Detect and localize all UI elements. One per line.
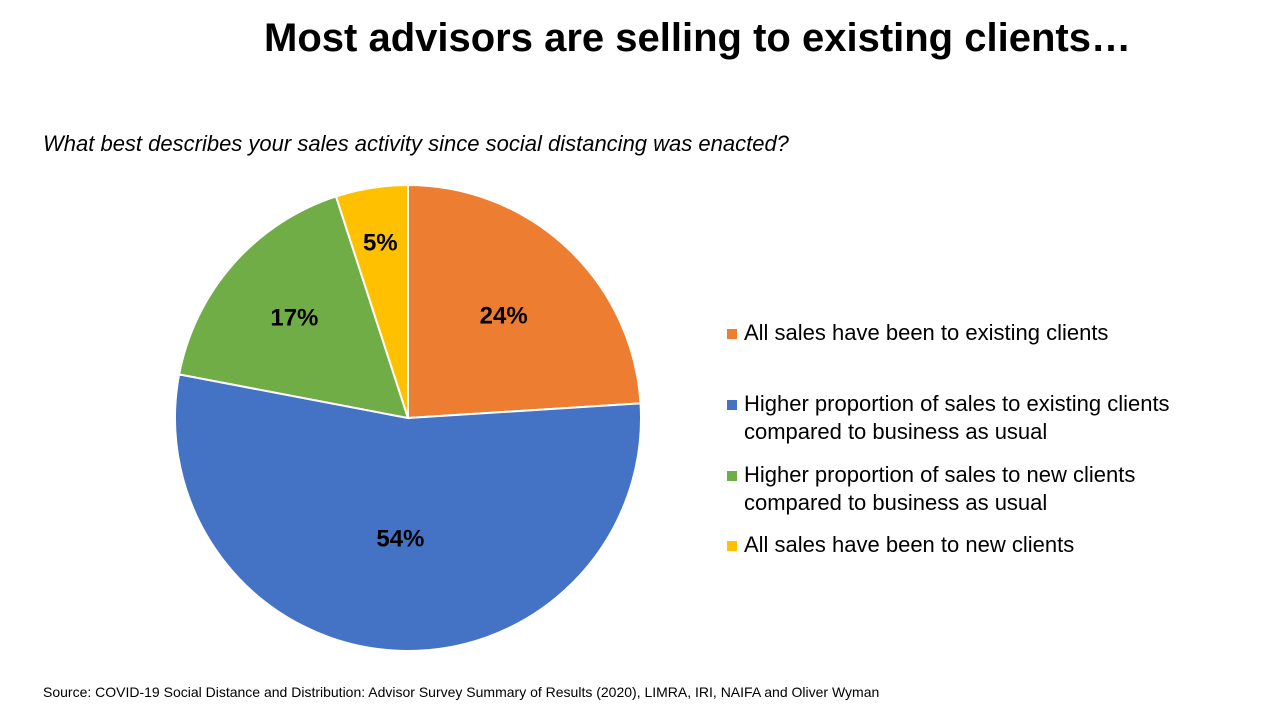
pie-slice-2 [174, 373, 642, 652]
legend-label-4: All sales have been to new clients [744, 532, 1075, 557]
legend-swatch-1 [727, 329, 737, 339]
data-label-3: 17% [270, 304, 318, 331]
legend-swatch-2 [727, 400, 737, 410]
legend-swatch-3 [727, 471, 737, 481]
pie-chart: 24% 54% 17% 5% [174, 183, 642, 652]
chart-subtitle: What best describes your sales activity … [43, 131, 789, 156]
data-label-2: 54% [376, 525, 424, 552]
data-label-4: 5% [363, 230, 398, 257]
pie-slice-1 [407, 183, 642, 420]
pie-slice-3 [177, 195, 410, 420]
legend-swatch-4 [727, 541, 737, 551]
page-title: Most advisors are selling to existing cl… [264, 16, 1131, 60]
legend-label-3: Higher proportion of sales to new client… [744, 462, 1136, 515]
legend-label-1: All sales have been to existing clients [744, 320, 1109, 345]
data-label-1: 24% [480, 303, 528, 330]
source-note: Source: COVID-19 Social Distance and Dis… [43, 684, 880, 700]
pie-slice-4 [334, 183, 409, 419]
legend-label-2: Higher proportion of sales to existing c… [744, 391, 1170, 444]
